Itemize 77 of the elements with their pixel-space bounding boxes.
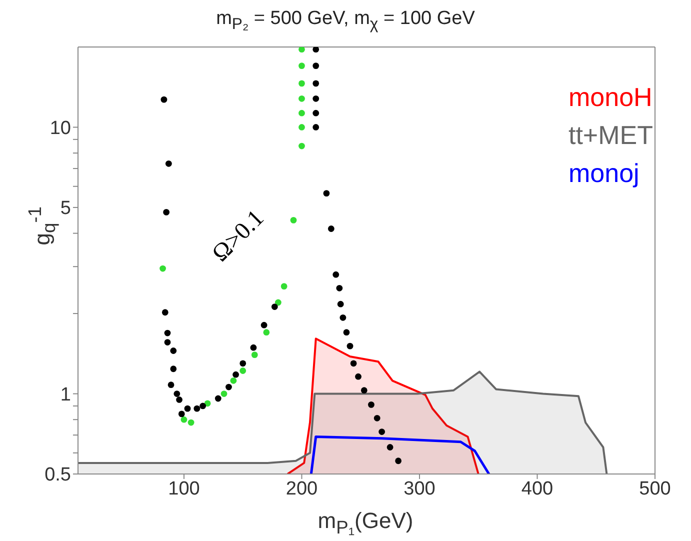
point	[298, 110, 305, 116]
point	[263, 329, 270, 336]
point	[312, 124, 320, 130]
point	[226, 384, 232, 390]
point	[184, 405, 191, 412]
point	[214, 395, 222, 402]
point	[165, 160, 172, 167]
point	[336, 284, 343, 292]
x-tick-label: 400	[521, 478, 554, 500]
x-axis-title: m$_{P₁}$(GeV)	[316, 508, 414, 538]
point	[230, 377, 237, 384]
point	[168, 382, 174, 388]
point	[395, 458, 402, 464]
point	[340, 314, 346, 321]
point	[298, 95, 305, 102]
point	[298, 47, 305, 53]
point	[350, 360, 357, 367]
point	[343, 329, 350, 336]
point	[360, 387, 368, 394]
text: monoj	[568, 157, 640, 190]
y-tick-label: 5	[60, 198, 71, 220]
point	[232, 371, 239, 378]
point	[200, 402, 206, 410]
point	[178, 410, 185, 418]
chart-title: m$_{P₂}$ = 500 GeV, m$_{χ}$ = 100 GeV	[215, 8, 476, 35]
text: monoH	[568, 81, 653, 114]
point	[162, 309, 168, 316]
point	[374, 414, 380, 422]
point	[368, 401, 374, 408]
y-tick-label: 10	[50, 118, 71, 139]
point	[194, 405, 200, 412]
point	[298, 62, 305, 70]
text: tt+MET	[568, 119, 653, 152]
x-tick-label: 300	[404, 478, 436, 500]
point	[271, 304, 278, 310]
point	[298, 142, 305, 150]
x-tick-label: 200	[286, 478, 318, 500]
point	[323, 190, 330, 197]
point	[328, 226, 334, 232]
point	[240, 368, 246, 374]
point	[337, 300, 344, 308]
x-tick-label: 100	[168, 478, 200, 500]
point	[312, 80, 320, 87]
x-tick-label: 500	[639, 478, 671, 500]
point	[250, 344, 257, 351]
point	[170, 348, 177, 354]
point	[312, 47, 320, 53]
point	[298, 80, 305, 87]
point	[280, 283, 288, 290]
point	[290, 216, 297, 224]
point	[355, 373, 362, 380]
y-tick-label: 1	[60, 384, 71, 406]
y-tick-label: 0.5	[44, 464, 71, 486]
point	[251, 352, 258, 358]
point	[174, 390, 180, 397]
point	[332, 271, 340, 278]
point	[274, 299, 282, 306]
point	[312, 95, 320, 102]
point	[188, 419, 194, 426]
point	[386, 444, 394, 450]
point	[346, 342, 354, 350]
line-series	[310, 435, 490, 474]
point	[312, 62, 320, 70]
point	[240, 360, 246, 367]
point	[164, 330, 171, 336]
point	[170, 366, 177, 372]
point	[164, 339, 171, 346]
point	[298, 124, 305, 130]
point	[378, 428, 386, 435]
point	[160, 265, 166, 272]
point	[220, 390, 228, 397]
point	[163, 208, 170, 216]
point	[176, 396, 182, 403]
point	[160, 96, 168, 103]
point	[260, 322, 268, 328]
point	[180, 416, 188, 423]
point	[312, 110, 320, 116]
